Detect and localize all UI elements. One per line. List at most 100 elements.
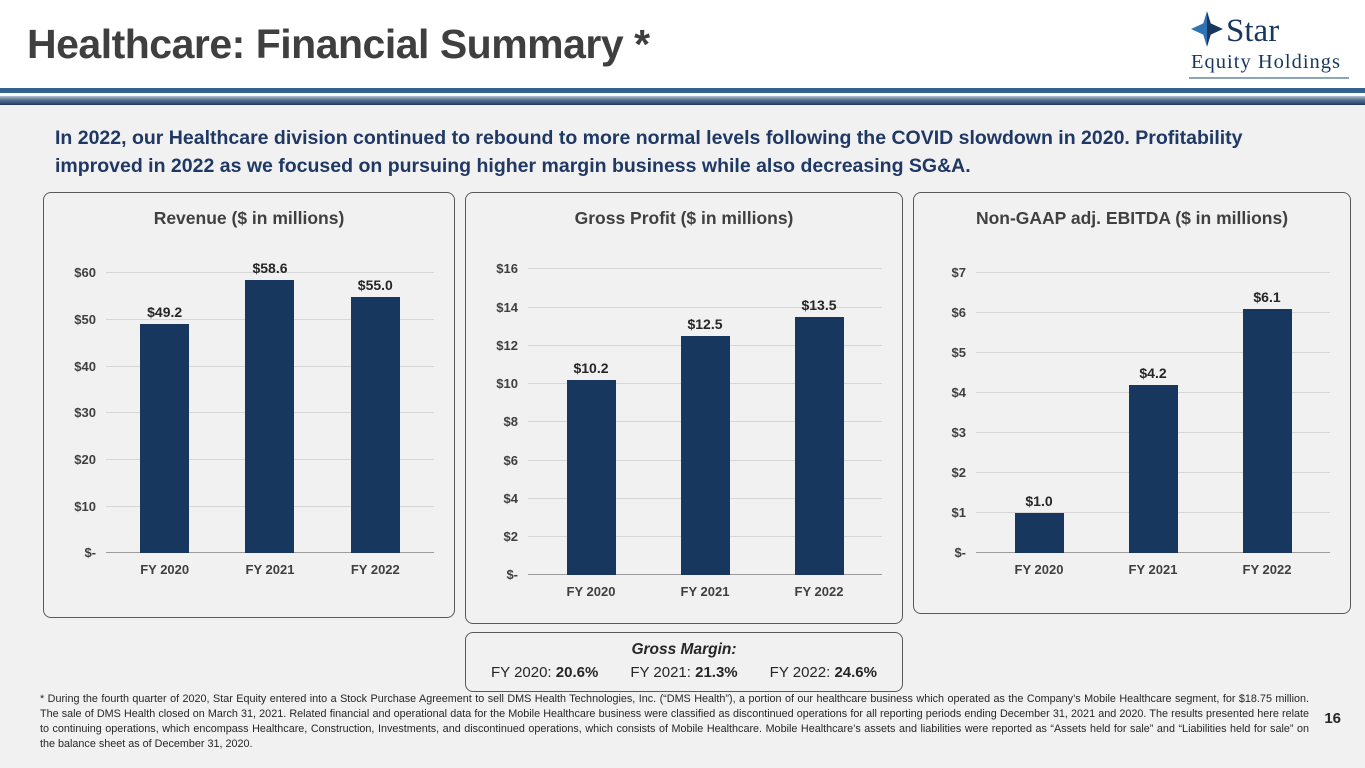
bar-value-label: $49.2 — [147, 303, 183, 320]
revenue-bar-chart: $- $10 $20 $30 $40 $50 $60 $49.2 $58.6 $55.0 FY 20… — [44, 229, 454, 577]
revenue-chart-panel: Revenue ($ in millions) $- $10 $20 $30 $40 $5… — [43, 192, 455, 619]
y-axis: $- $2 $4 $6 $8 $10 $12 $14 $16 — [470, 229, 528, 581]
y-tick-label: $8 — [503, 414, 518, 430]
gross-margin-label: FY 2022: — [769, 664, 831, 682]
bar-value-label: $4.2 — [1139, 365, 1167, 382]
bar-slot: $55.0 — [323, 277, 428, 554]
star-logo-icon — [1191, 10, 1224, 52]
plot-area: $1.0 $4.2 $6.1 — [976, 229, 1330, 554]
bar-fy-2022 — [350, 296, 400, 554]
y-tick-label: $16 — [496, 261, 518, 277]
ebitda-chart-panel: Non-GAAP adj. EBITDA ($ in millions) $- $… — [913, 192, 1351, 615]
footnote-text: * During the fourth quarter of 2020, Sta… — [40, 693, 1309, 751]
gross-margin-item: FY 2021: 21.3% — [630, 664, 737, 681]
divider-line-top — [0, 88, 1365, 93]
x-axis-label: FY 2021 — [1128, 562, 1178, 578]
gross-profit-chart-title: Gross Profit ($ in millions) — [574, 208, 794, 229]
y-tick-label: $12 — [496, 337, 518, 353]
bar-value-label: $55.0 — [357, 276, 393, 293]
x-axis: FY 2020 FY 2021 FY 2022 — [106, 553, 434, 577]
gross-margin-value: 21.3% — [695, 664, 738, 682]
y-tick-label: $10 — [496, 376, 518, 392]
slide-body: In 2022, our Healthcare division continu… — [0, 125, 1365, 750]
divider-gap — [0, 93, 1365, 96]
gross-margin-item: FY 2020: 20.6% — [491, 664, 598, 681]
bars-row: $10.2 $12.5 $13.5 — [528, 229, 882, 576]
axis-corner-spacer — [918, 553, 976, 577]
header: Healthcare: Financial Summary * Star Equ… — [0, 0, 1365, 88]
x-axis-label: FY 2020 — [566, 584, 616, 600]
gross-margin-item: FY 2022: 24.6% — [770, 664, 877, 681]
page-title: Healthcare: Financial Summary * — [27, 20, 650, 67]
y-tick-label: $4 — [951, 385, 966, 401]
bar-value-label: $13.5 — [801, 297, 837, 314]
gridline — [106, 272, 434, 274]
y-axis: $- $1 $2 $3 $4 $5 $6 $7 — [918, 229, 976, 559]
y-tick-label: $3 — [951, 425, 966, 441]
y-tick-label: $10 — [74, 498, 96, 514]
x-axis-label: FY 2022 — [1242, 562, 1292, 578]
bar-slot: $1.0 — [982, 493, 1096, 554]
y-tick-label: $30 — [74, 405, 96, 421]
bar-slot: $10.2 — [534, 360, 648, 576]
y-tick-label: $14 — [496, 299, 518, 315]
gridline — [528, 306, 882, 308]
gross-margin-values: FY 2020: 20.6% FY 2021: 21.3% FY 2022: 2… — [474, 664, 894, 681]
ebitda-chart-title: Non-GAAP adj. EBITDA ($ in millions) — [975, 208, 1289, 229]
bar-value-label: $58.6 — [252, 259, 288, 276]
y-tick-label: $- — [506, 567, 518, 583]
y-tick-label: $6 — [503, 452, 518, 468]
bar-slot: $6.1 — [1210, 289, 1324, 554]
plot-area: $10.2 $12.5 $13.5 — [528, 229, 882, 576]
gross-margin-value: 24.6% — [834, 664, 877, 682]
bar-fy-2020 — [1014, 513, 1064, 554]
x-axis-label: FY 2022 — [794, 584, 844, 600]
gross-margin-box: Gross Margin: FY 2020: 20.6% FY 2021: 21… — [465, 632, 903, 693]
y-tick-label: $2 — [503, 529, 518, 545]
y-tick-label: $4 — [503, 490, 518, 506]
x-axis: FY 2020 FY 2021 FY 2022 — [976, 553, 1330, 577]
x-axis-label: FY 2020 — [140, 562, 190, 578]
gridline — [528, 268, 882, 270]
bar-fy-2020 — [140, 323, 190, 554]
x-axis: FY 2020 FY 2021 FY 2022 — [528, 575, 882, 599]
x-axis-label: FY 2021 — [245, 562, 295, 578]
y-tick-label: $- — [84, 545, 96, 561]
middle-column: Gross Profit ($ in millions) $- $2 $4 $6 $8 $… — [465, 192, 903, 693]
bar-fy-2021 — [1128, 385, 1178, 554]
y-tick-label: $7 — [951, 265, 966, 281]
gross-margin-value: 20.6% — [555, 664, 599, 682]
gross-margin-label: FY 2021: — [630, 664, 691, 682]
axis-corner-spacer — [48, 553, 106, 577]
x-axis-label: FY 2021 — [680, 584, 730, 600]
y-tick-label: $40 — [74, 358, 96, 374]
gross-margin-label: FY 2020: — [491, 664, 552, 682]
bar-value-label: $1.0 — [1025, 493, 1053, 510]
logo-subtitle: Equity Holdings — [1191, 50, 1341, 73]
charts-row: Revenue ($ in millions) $- $10 $20 $30 $40 $5… — [43, 192, 1353, 693]
y-tick-label: $- — [954, 545, 966, 561]
bar-value-label: $6.1 — [1253, 289, 1281, 306]
bar-slot: $13.5 — [762, 297, 876, 576]
bar-slot: $4.2 — [1096, 365, 1210, 554]
axis-corner-spacer — [470, 575, 528, 599]
x-axis-label: FY 2020 — [1014, 562, 1064, 578]
bar-fy-2021 — [245, 279, 295, 554]
company-logo: Star Equity Holdings — [1189, 9, 1349, 80]
y-axis: $- $10 $20 $30 $40 $50 $60 — [48, 229, 106, 559]
bar-slot: $12.5 — [648, 316, 762, 576]
gross-profit-bar-chart: $- $2 $4 $6 $8 $10 $12 $14 $16 $10.2 $12.5 $13.5 FY … — [466, 229, 902, 599]
headline-text: In 2022, our Healthcare division continu… — [55, 127, 1243, 177]
bar-fy-2020 — [566, 380, 616, 576]
page-number: 16 — [1324, 710, 1341, 727]
y-tick-label: $2 — [951, 465, 966, 481]
bar-fy-2021 — [680, 336, 730, 576]
divider-line-bottom — [0, 96, 1365, 105]
plot-area: $49.2 $58.6 $55.0 — [106, 229, 434, 554]
gridline — [976, 352, 1330, 354]
y-tick-label: $20 — [74, 452, 96, 468]
bar-value-label: $12.5 — [687, 316, 723, 333]
y-tick-label: $50 — [74, 312, 96, 328]
y-tick-label: $5 — [951, 345, 966, 361]
